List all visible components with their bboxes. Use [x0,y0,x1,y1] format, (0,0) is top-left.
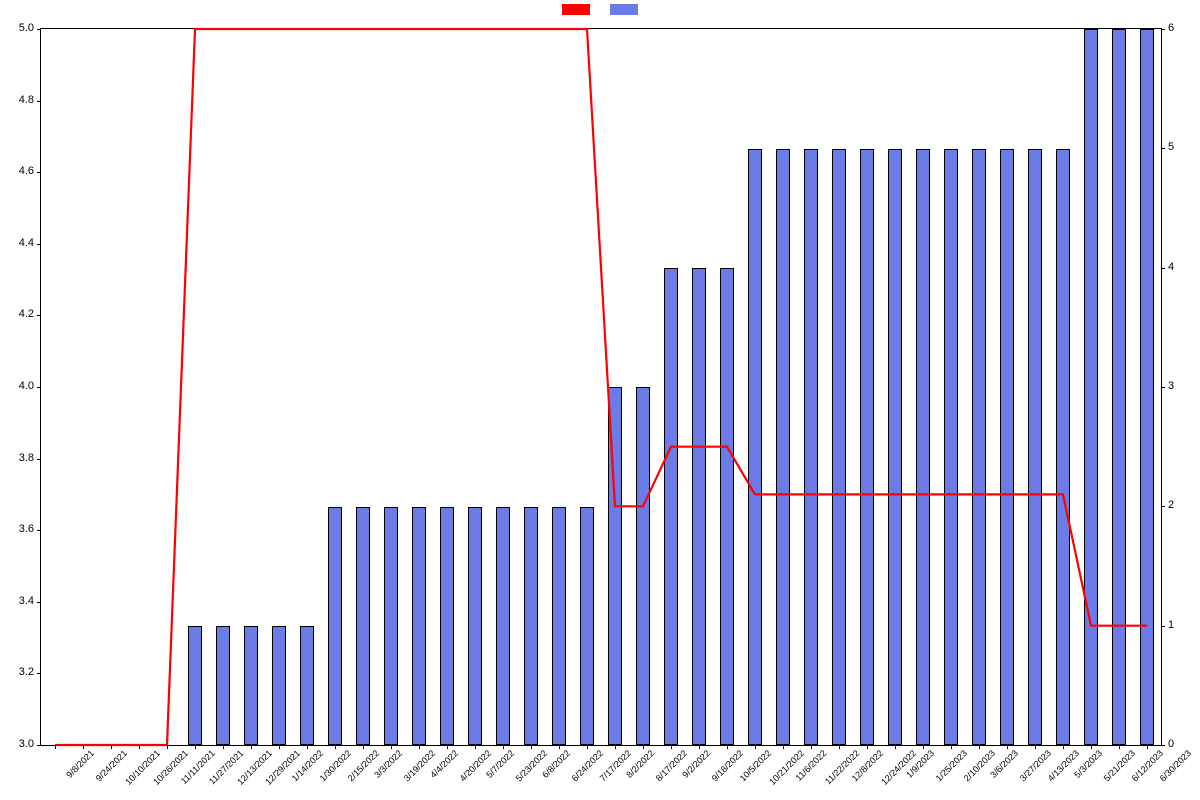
legend-swatch-line [562,4,590,15]
y-right-tick: 2 [1168,499,1174,511]
y-left-tick: 4.4 [19,237,34,249]
legend-item-bar [610,4,638,15]
x-tick-label: 5/23/2022 [514,748,549,783]
x-tick-label: 8/17/2022 [654,748,689,783]
legend [562,4,638,15]
y-left-tick: 3.4 [19,595,34,607]
y-left-tick: 4.8 [19,94,34,106]
line-series [55,29,1147,745]
y-left-tick: 3.2 [19,666,34,678]
chart-container: 3.0 3.2 3.4 3.6 3.8 4.0 4.2 4.4 4.6 4.8 5.0 0 1 2 3 4 5… [0,0,1200,800]
y-right-tick: 4 [1168,261,1174,273]
y-right-tick: 0 [1168,738,1174,750]
x-tick-label: 3/19/2022 [402,748,437,783]
plot-area [40,28,1162,746]
y-right-tick: 1 [1168,619,1174,631]
y-right-tick: 5 [1168,141,1174,153]
y-left-tick: 3.8 [19,452,34,464]
y-right-tick: 6 [1168,22,1174,34]
x-tick-label: 9/8/2021 [64,748,96,780]
y-left-tick: 3.0 [19,738,34,750]
line-layer [41,29,1161,745]
y-left-tick: 4.0 [19,380,34,392]
y-axis-left: 3.03.23.43.63.84.04.24.44.64.85.0 [0,28,38,744]
y-left-tick: 4.6 [19,165,34,177]
y-left-tick: 3.6 [19,523,34,535]
y-left-tick: 4.2 [19,308,34,320]
y-right-tick: 3 [1168,380,1174,392]
x-tick-label: 4/20/2022 [458,748,493,783]
legend-item-line [562,4,590,15]
y-left-tick: 5.0 [19,22,34,34]
x-axis: 9/8/20219/24/202110/10/202110/26/202111/… [40,746,1160,800]
y-axis-right: 0123456 [1164,28,1200,744]
legend-swatch-bar [610,4,638,15]
